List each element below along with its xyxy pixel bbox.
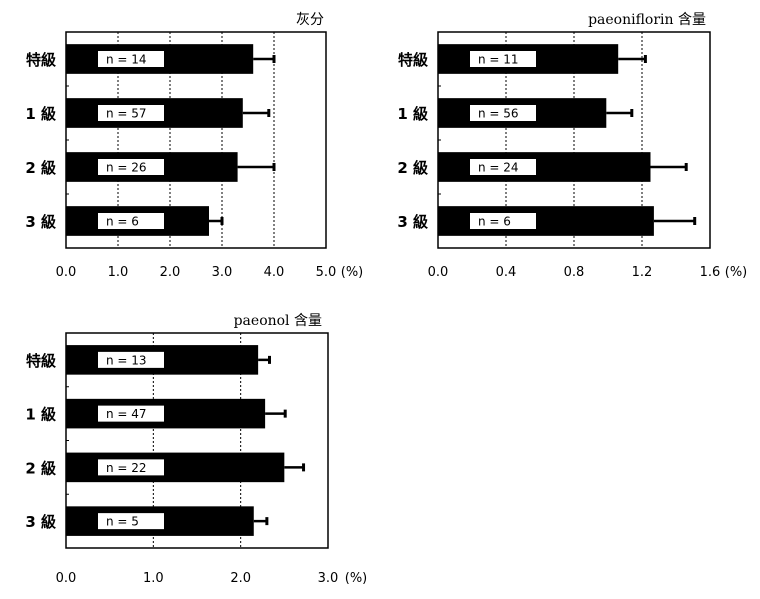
x-tick-label: 1.6 [700, 265, 721, 280]
category-label: 2 級 [25, 159, 56, 177]
n-label: n = 14 [106, 53, 147, 67]
plot-frame [65, 31, 327, 249]
category-label: 特級 [26, 352, 56, 370]
x-tick-label: 1.0 [108, 265, 129, 280]
unit-label: (%) [341, 265, 364, 280]
x-tick-label: 0.0 [56, 571, 77, 586]
bar [66, 398, 266, 429]
n-label: n = 56 [478, 107, 519, 121]
x-tick-label: 3.0 [318, 571, 339, 586]
category-label: 2 級 [397, 159, 428, 177]
x-tick-label: 1.2 [632, 265, 653, 280]
chart-title: paeonol 含量 [234, 313, 322, 329]
n-label-box [98, 51, 164, 67]
x-tick-label: 3.0 [212, 265, 233, 280]
n-label: n = 47 [106, 407, 147, 421]
n-label-box [98, 105, 164, 121]
x-tick-label: 1.0 [143, 571, 164, 586]
n-label-box [470, 159, 536, 175]
n-label-box [98, 513, 164, 530]
n-label-box [98, 351, 164, 368]
n-label: n = 6 [106, 215, 139, 229]
x-tick-label: 0.0 [56, 265, 77, 280]
plot-frame [65, 332, 329, 549]
n-label-box [98, 405, 164, 422]
n-label: n = 24 [478, 161, 519, 175]
n-label: n = 13 [106, 353, 147, 367]
n-label-box [98, 213, 164, 229]
n-label: n = 11 [478, 53, 519, 67]
n-label: n = 5 [106, 515, 139, 529]
category-label: 特級 [398, 51, 428, 69]
chart-title: paeoniflorin 含量 [588, 12, 706, 28]
chart-title: 灰分 [296, 12, 324, 28]
x-tick-label: 0.8 [564, 265, 585, 280]
unit-label: (%) [345, 571, 368, 586]
x-tick-label: 4.0 [264, 265, 285, 280]
category-label: 1 級 [25, 105, 56, 123]
x-tick-label: 0.0 [428, 265, 449, 280]
category-label: 3 級 [25, 213, 56, 231]
n-label-box [470, 51, 536, 67]
n-label: n = 6 [478, 215, 511, 229]
unit-label: (%) [725, 265, 748, 280]
n-label: n = 22 [106, 461, 147, 475]
n-label-box [98, 159, 164, 175]
n-label: n = 26 [106, 161, 147, 175]
category-label: 3 級 [25, 513, 56, 531]
n-label-box [470, 105, 536, 121]
bar [438, 152, 651, 182]
chart-panel-3: paeonol 含量 n = 13 特級 n = 47 1 級 n = 22 2 級 n = … [25, 313, 367, 586]
chart-panel-2: paeoniflorin 含量 n = 11 特級 n = 56 1 級 n = 24 2 … [397, 12, 747, 280]
x-tick-label: 2.0 [160, 265, 181, 280]
category-label: 1 級 [397, 105, 428, 123]
x-tick-label: 5.0 [316, 265, 337, 280]
category-label: 特級 [26, 51, 56, 69]
n-label-box [470, 213, 536, 229]
x-tick-label: 2.0 [230, 571, 251, 586]
x-tick-label: 0.4 [496, 265, 517, 280]
chart-panel-1: 灰分 n = 14 特級 n = 57 1 級 n = 26 2 級 n = 6 3 級 0.0 1… [25, 12, 363, 280]
n-label-box [98, 459, 164, 476]
n-label: n = 57 [106, 107, 147, 121]
category-label: 1 級 [25, 406, 56, 424]
category-label: 3 級 [397, 213, 428, 231]
plot-frame [437, 31, 711, 249]
category-label: 2 級 [25, 459, 56, 477]
